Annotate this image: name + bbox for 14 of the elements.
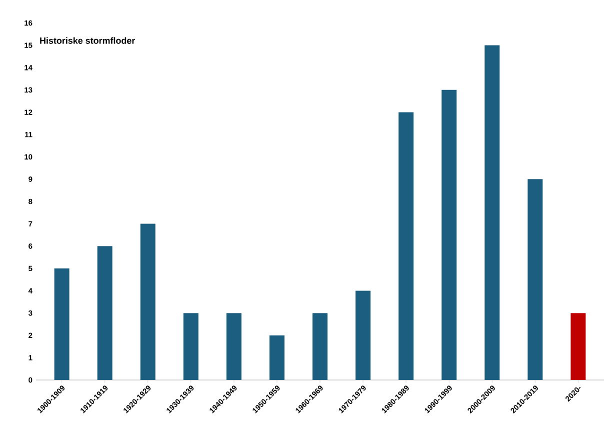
bar bbox=[528, 179, 543, 380]
bar bbox=[442, 90, 457, 380]
bar bbox=[269, 335, 284, 380]
bar bbox=[140, 224, 156, 380]
bar bbox=[312, 313, 328, 380]
bar bbox=[484, 45, 500, 380]
bar bbox=[570, 313, 586, 380]
bar bbox=[97, 246, 112, 380]
bar bbox=[356, 290, 371, 380]
bar bbox=[183, 313, 198, 380]
bar bbox=[54, 268, 70, 380]
bar bbox=[398, 112, 414, 380]
text: Historiske stormfloder bbox=[40, 37, 136, 44]
bar bbox=[226, 313, 242, 380]
